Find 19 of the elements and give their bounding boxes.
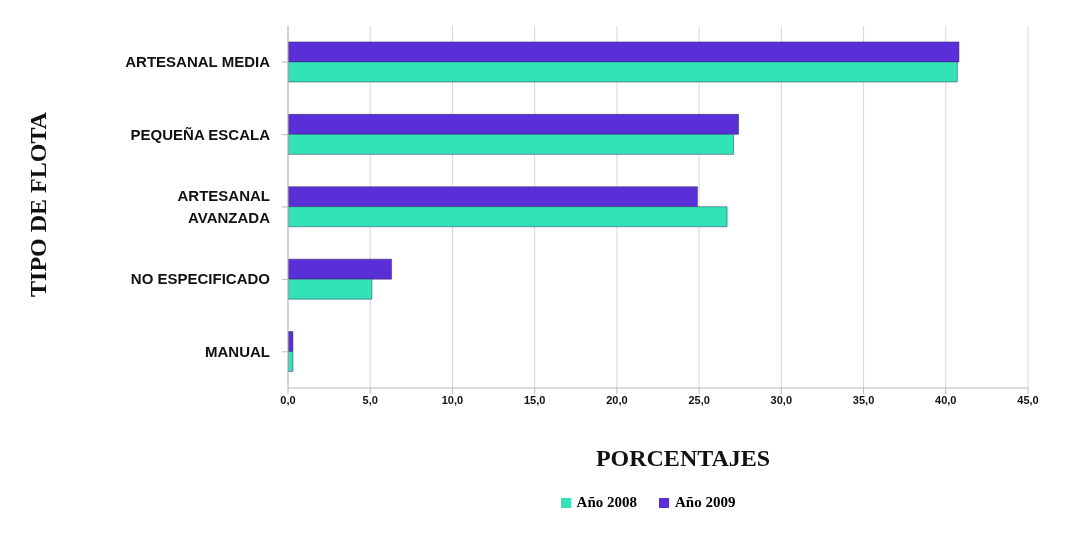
x-tick-label: 15,0 <box>523 393 546 406</box>
x-axis-title: PORCENTAJES <box>594 445 772 472</box>
x-tick-label: 25,0 <box>688 393 710 406</box>
x-tick-label: 35,0 <box>852 393 875 406</box>
x-tick-label: 40,0 <box>935 393 957 406</box>
y-tick-label: ARTESANAL AVANZADA <box>177 187 271 226</box>
x-tick-label: 10,0 <box>441 393 464 406</box>
x-tick-label: 20,0 <box>606 393 628 406</box>
y-tick-label: MANUAL <box>205 342 270 360</box>
x-tick-label: 30,0 <box>770 393 793 406</box>
y-tick-label: ARTESANAL MEDIA <box>125 53 271 71</box>
y-tick-label: PEQUEÑA ESCALA <box>130 125 271 143</box>
legend-label: Año 2009 <box>675 494 736 511</box>
legend-label: Año 2008 <box>576 494 637 511</box>
y-axis-title: TIPO DE FLOTA <box>24 111 52 297</box>
x-tick-label: 0,0 <box>280 393 296 406</box>
y-tick-label: NO ESPECIFICADO <box>130 270 271 288</box>
x-tick-label: 45,0 <box>1017 393 1039 406</box>
x-tick-label: 5,0 <box>362 393 378 406</box>
